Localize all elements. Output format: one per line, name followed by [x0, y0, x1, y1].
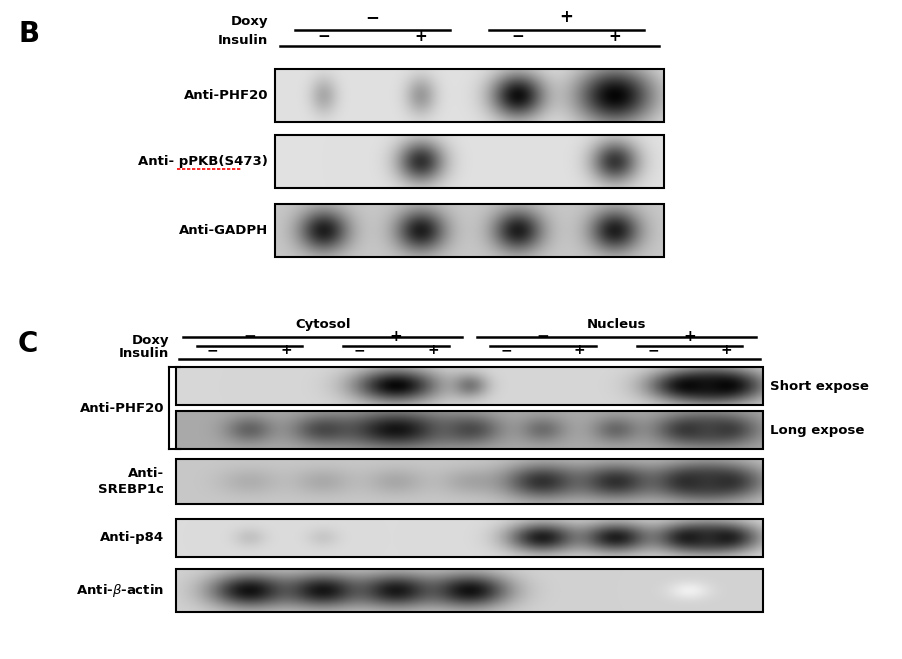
Text: B: B	[18, 20, 39, 47]
Text: −: −	[500, 343, 511, 357]
Text: Nucleus: Nucleus	[586, 318, 645, 331]
Text: Anti-PHF20: Anti-PHF20	[183, 89, 268, 102]
Text: −: −	[354, 343, 365, 357]
Text: Long expose: Long expose	[769, 424, 864, 437]
Text: C: C	[18, 330, 39, 357]
Text: +: +	[720, 343, 732, 357]
Text: Cytosol: Cytosol	[295, 318, 350, 331]
Text: Doxy: Doxy	[131, 333, 169, 347]
Text: +: +	[390, 329, 402, 344]
Text: −: −	[243, 329, 255, 344]
Bar	[275, 135, 663, 188]
Bar	[176, 367, 762, 405]
Text: +: +	[573, 343, 584, 357]
Bar	[176, 459, 762, 504]
Text: Insulin: Insulin	[118, 347, 169, 360]
Text: +: +	[608, 29, 621, 44]
Text: Doxy: Doxy	[230, 14, 268, 28]
Text: Insulin: Insulin	[217, 34, 268, 47]
Text: Anti- pPKB(S473): Anti- pPKB(S473)	[138, 155, 268, 168]
Bar	[176, 569, 762, 612]
Text: −: −	[536, 329, 548, 344]
Text: Anti-
SREBP1c: Anti- SREBP1c	[98, 467, 164, 496]
Text: −: −	[207, 343, 218, 357]
Text: +: +	[414, 29, 427, 44]
Bar	[176, 519, 762, 557]
Text: −: −	[511, 29, 524, 44]
Text: +: +	[559, 9, 573, 26]
Text: Anti-p84: Anti-p84	[100, 531, 164, 544]
Text: +: +	[683, 329, 695, 344]
Text: −: −	[647, 343, 658, 357]
Text: Anti-$\beta$-actin: Anti-$\beta$-actin	[76, 582, 164, 598]
Text: +: +	[280, 343, 291, 357]
Text: Short expose: Short expose	[769, 380, 868, 393]
Text: +: +	[427, 343, 438, 357]
Bar	[275, 204, 663, 257]
Text: Anti-GADPH: Anti-GADPH	[179, 224, 268, 237]
Bar	[176, 411, 762, 449]
Text: −: −	[365, 9, 379, 26]
Bar	[275, 69, 663, 122]
Text: −: −	[318, 29, 330, 44]
Text: Anti-PHF20: Anti-PHF20	[79, 402, 164, 415]
